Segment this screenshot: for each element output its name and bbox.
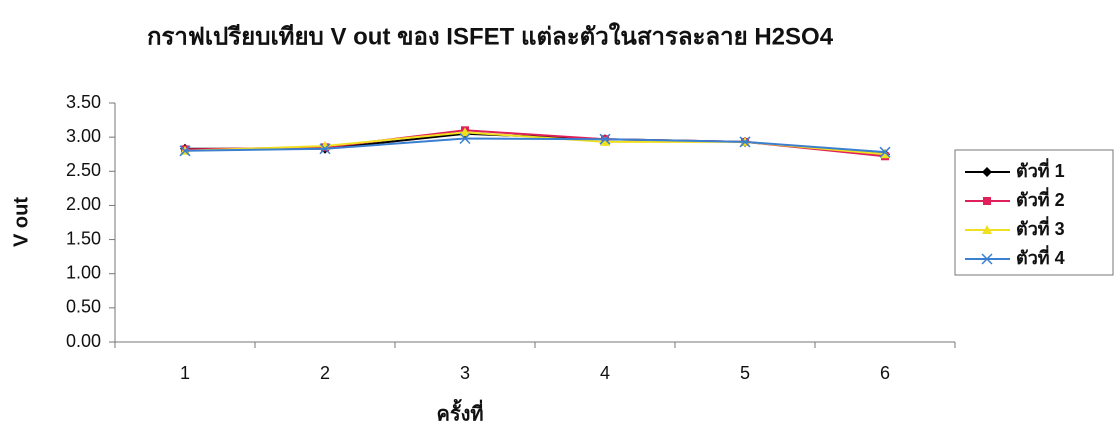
marker: [880, 149, 890, 159]
marker: [600, 136, 610, 146]
marker: [460, 127, 470, 137]
marker: [879, 146, 891, 158]
legend-label: ตัวที่ 1: [1016, 158, 1065, 181]
chart-title: กราฟเปรียบเทียบ V out ของ ISFET แต่ละตัว…: [147, 21, 834, 50]
legend-marker: [982, 225, 992, 234]
x-tick-label: 4: [600, 363, 610, 383]
series-line: [184, 137, 886, 154]
y-tick-label: 2.00: [66, 194, 101, 214]
marker: [599, 133, 611, 145]
legend-label: ตัวที่ 2: [1016, 187, 1065, 210]
y-tick-label: 0.50: [66, 297, 101, 317]
marker: [179, 145, 191, 157]
y-tick-label: 3.00: [66, 126, 101, 146]
x-tick-label: 1: [180, 363, 190, 383]
y-axis-label: V out: [10, 197, 32, 247]
marker: [459, 132, 471, 145]
legend-marker: [983, 197, 991, 205]
x-tick-label: 2: [320, 363, 330, 383]
marker: [319, 143, 331, 155]
y-tick-label: 3.50: [66, 92, 101, 112]
legend-marker: [982, 167, 992, 177]
marker: [739, 136, 751, 148]
legend-box: [954, 149, 1114, 276]
legend-marker: [981, 253, 993, 265]
series-line: [184, 129, 886, 158]
legend-label: ตัวที่ 4: [1016, 245, 1065, 268]
x-tick-label: 5: [740, 363, 750, 383]
y-tick-label: 1.50: [66, 228, 101, 248]
x-axis-label: ครั้งที่: [436, 398, 483, 425]
y-tick-label: 2.50: [66, 160, 101, 180]
y-tick-label: 0.00: [66, 331, 101, 351]
y-tick-label: 1.00: [66, 262, 101, 282]
x-tick-label: 3: [460, 363, 470, 383]
legend-label: ตัวที่ 3: [1016, 216, 1065, 239]
x-tick-label: 6: [880, 363, 890, 383]
